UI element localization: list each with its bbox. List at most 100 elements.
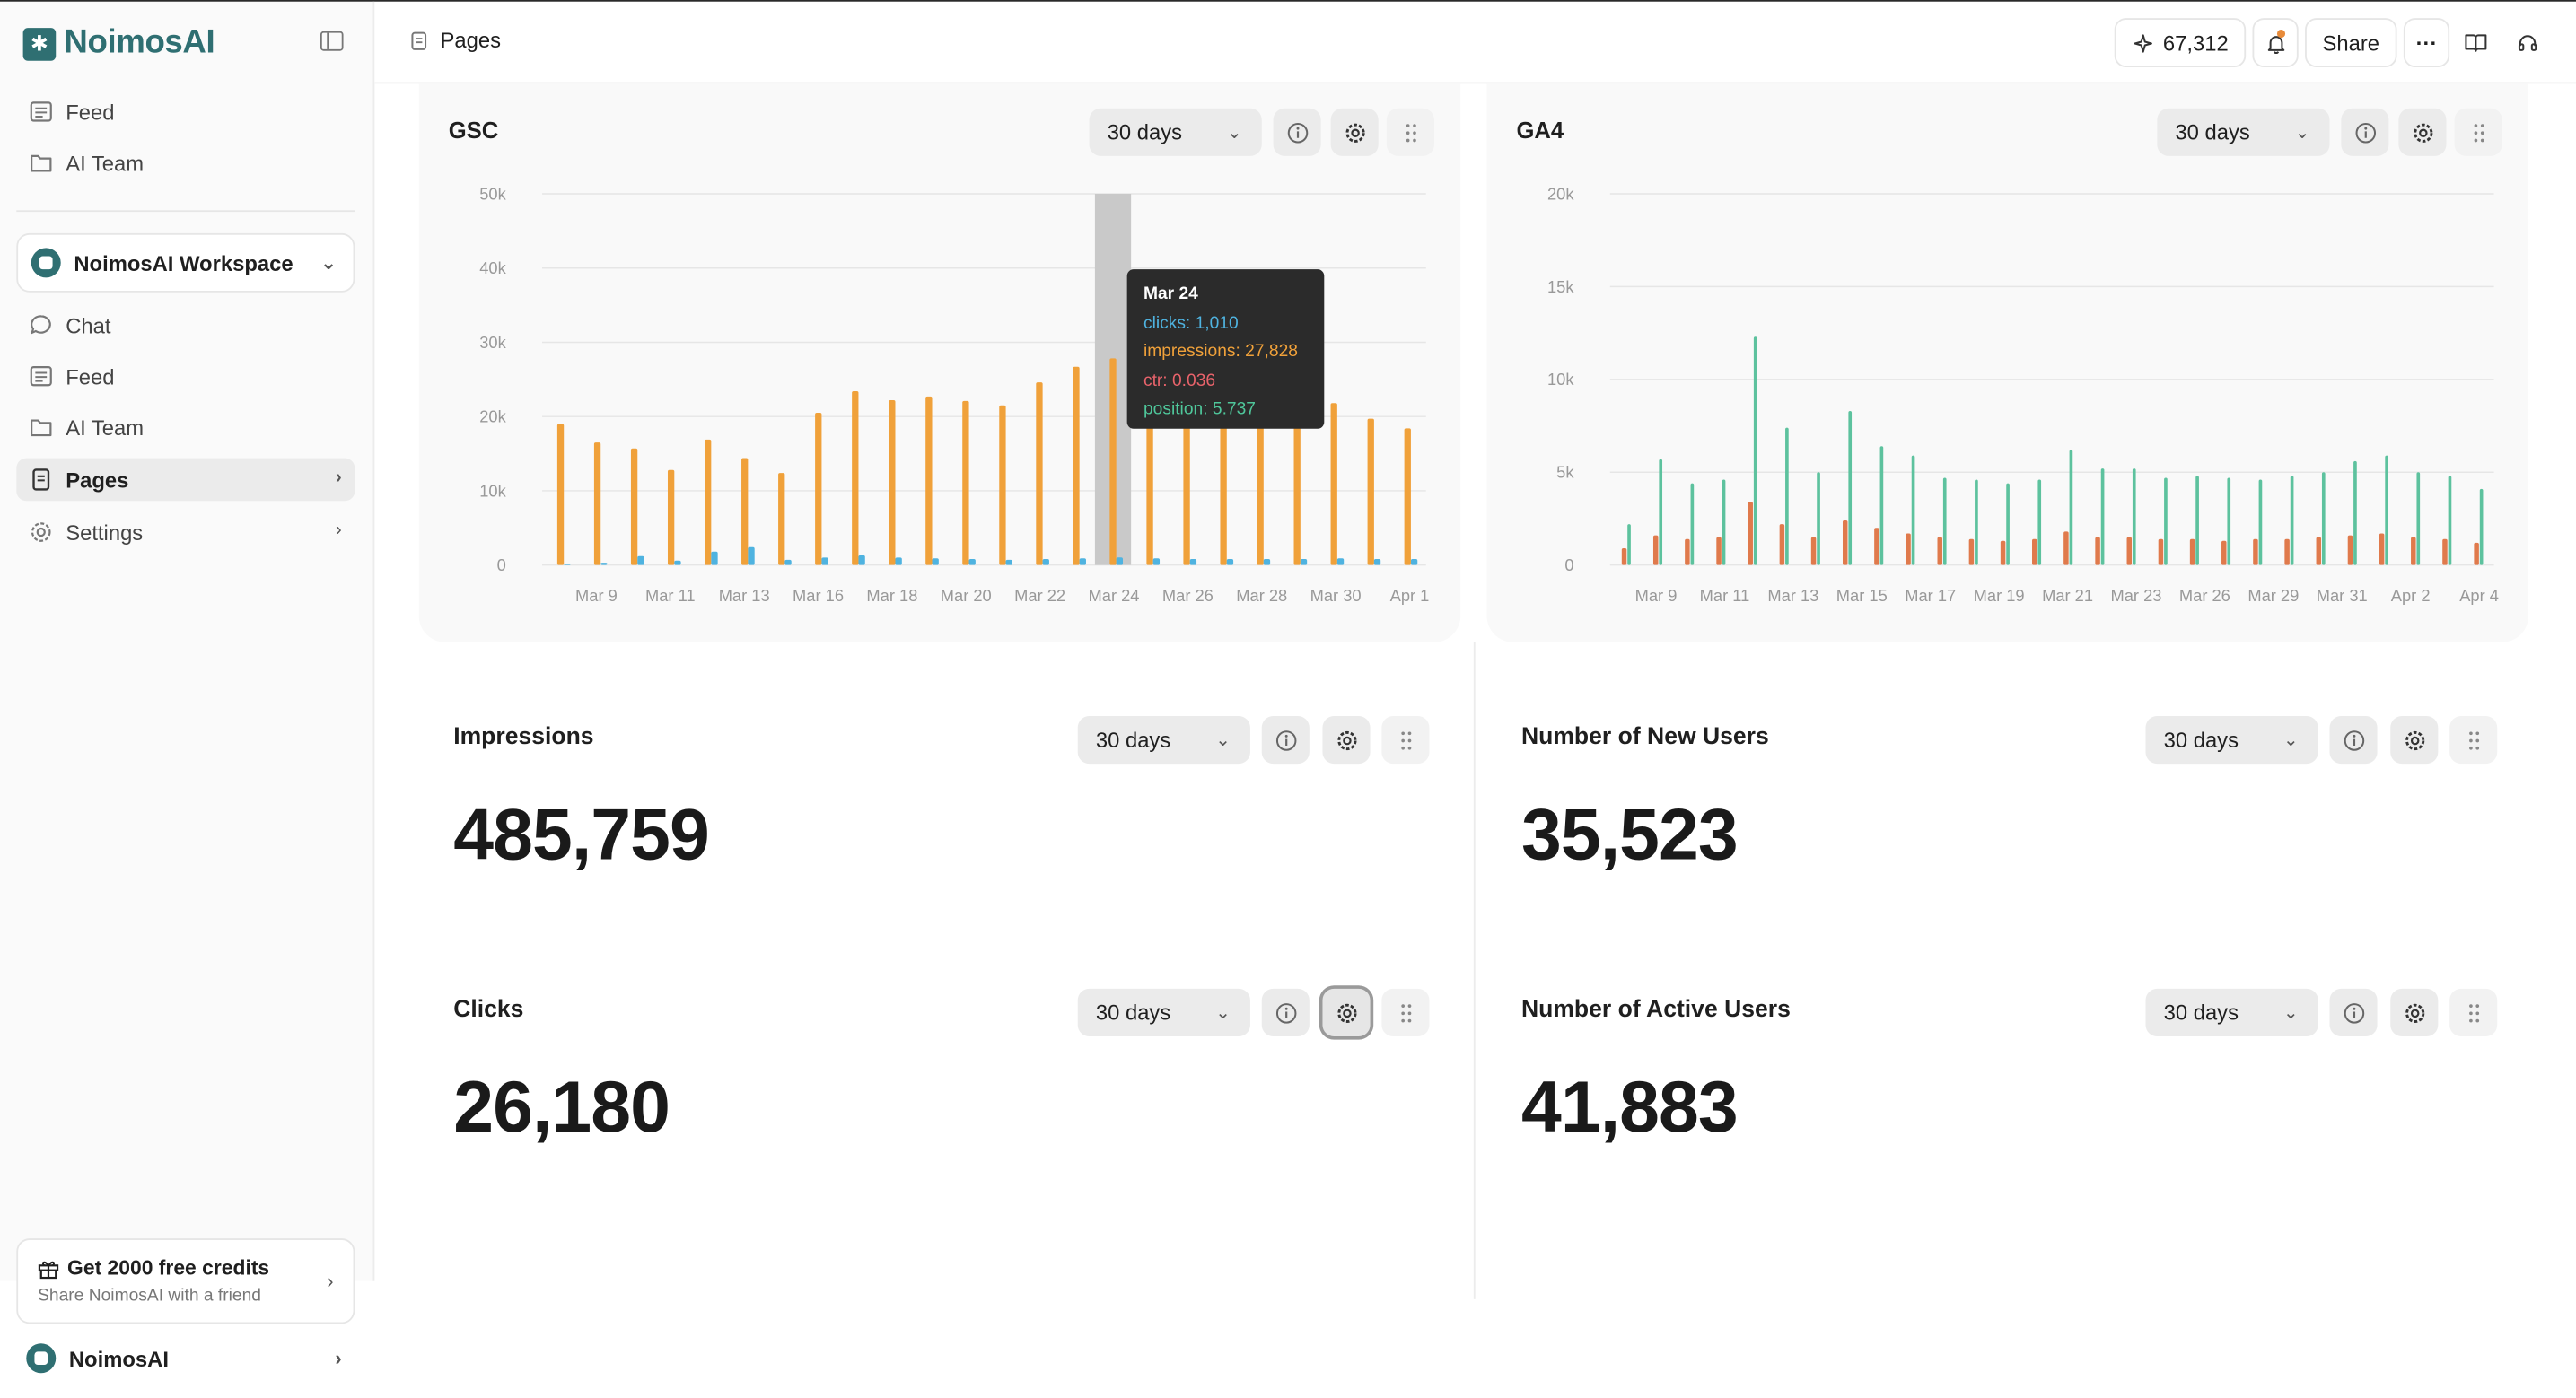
- bar-users: [1817, 472, 1820, 565]
- bar-new-users: [1685, 538, 1690, 565]
- active-users-settings-button[interactable]: [2390, 988, 2439, 1036]
- brand[interactable]: ✱ NoimosAI: [22, 24, 215, 62]
- new-users-settings-button[interactable]: [2390, 716, 2439, 765]
- x-tick-label: Mar 22: [1014, 586, 1065, 605]
- bar-clicks: [784, 559, 792, 565]
- active-users-range-value: 30 days: [2163, 1000, 2239, 1026]
- bar-clicks: [1005, 559, 1012, 565]
- gear-icon: [1345, 122, 1364, 142]
- drag-handle-icon: [2473, 123, 2484, 142]
- impressions-drag-handle[interactable]: [1381, 716, 1430, 765]
- bar-users: [1753, 336, 1757, 565]
- credits-counter-button[interactable]: 67,312: [2114, 18, 2247, 68]
- y-tick-label: 0: [497, 555, 506, 574]
- bar-impressions: [705, 439, 712, 565]
- ga4-range-select[interactable]: 30 days ⌄: [2157, 108, 2330, 156]
- impressions-settings-button[interactable]: [1322, 716, 1371, 765]
- tooltip-date: Mar 24: [1143, 284, 1198, 304]
- x-tick-label: Mar 23: [2111, 586, 2162, 605]
- x-tick-label: Mar 15: [1836, 586, 1888, 605]
- gsc-info-button[interactable]: [1273, 108, 1321, 156]
- workspace-selector[interactable]: NoimosAI Workspace ⌄: [16, 232, 355, 293]
- x-tick-label: Mar 18: [866, 586, 917, 605]
- credits-promo[interactable]: Get 2000 free credits Share NoimosAI wit…: [16, 1238, 355, 1324]
- bar-users: [1848, 410, 1853, 565]
- bar-new-users: [1874, 528, 1879, 565]
- sidebar-item-label: Feed: [66, 363, 115, 389]
- ga4-settings-button[interactable]: [2398, 108, 2447, 156]
- new-users-drag-handle[interactable]: [2449, 716, 2498, 765]
- sparkle-icon: [2133, 33, 2152, 52]
- bar-users: [2195, 476, 2199, 565]
- credits-subtitle: Share NoimosAI with a friend: [38, 1286, 262, 1306]
- sidebar-item-settings[interactable]: Settings ›: [16, 511, 355, 554]
- bar-users: [2164, 477, 2168, 565]
- support-button[interactable]: [2503, 18, 2550, 68]
- tooltip-clicks: clicks: 1,010: [1143, 312, 1239, 333]
- gsc-range-select[interactable]: 30 days ⌄: [1089, 108, 1262, 156]
- clicks-drag-handle[interactable]: [1381, 988, 1430, 1036]
- bar-impressions: [1220, 413, 1227, 565]
- sidebar-item-chat[interactable]: Chat: [16, 304, 355, 347]
- feed-icon: [30, 100, 53, 124]
- bar-impressions: [1036, 382, 1043, 565]
- sidebar-item-pages[interactable]: Pages ›: [16, 458, 355, 502]
- share-button[interactable]: Share: [2305, 18, 2397, 68]
- info-icon: [2343, 730, 2364, 750]
- bar-impressions: [741, 458, 749, 565]
- info-icon: [1286, 122, 1308, 143]
- sidebar-item-ai-team-top[interactable]: AI Team: [16, 141, 355, 184]
- bar-users: [1722, 479, 1726, 565]
- bar-users: [1911, 455, 1915, 565]
- ga4-chart[interactable]: 0 5k 10k 15k 20k Mar 9 Mar 11 Mar 13 Mar 15 Mar 1…: [1511, 166, 2514, 626]
- sidebar: ✱ NoimosAI Feed AI Team NoimosAI Workspa…: [0, 1, 375, 1374]
- gear-icon: [2405, 730, 2424, 750]
- y-tick-label: 5k: [1556, 463, 1574, 482]
- breadcrumb[interactable]: Pages: [409, 28, 501, 53]
- gsc-chart[interactable]: 0 10k 20k 30k 40k 50k Mar 9 Mar 11 Mar 13 Mar 16 M…: [443, 166, 1446, 626]
- pages-icon: [411, 31, 427, 50]
- sidebar-item-feed-top[interactable]: Feed: [16, 91, 355, 134]
- y-tick-label: 20k: [1547, 184, 1574, 203]
- ga4-info-button[interactable]: [2341, 108, 2389, 156]
- clicks-settings-button[interactable]: [1322, 988, 1371, 1036]
- y-tick-label: 10k: [1547, 370, 1574, 389]
- x-tick-label: Mar 20: [941, 586, 992, 605]
- sidebar-item-label: Chat: [66, 312, 111, 338]
- x-tick-label: Mar 19: [1974, 586, 2025, 605]
- x-tick-label: Mar 9: [575, 586, 618, 605]
- info-icon: [1275, 1002, 1296, 1023]
- bar-users: [2258, 479, 2263, 565]
- gsc-settings-button[interactable]: [1330, 108, 1379, 156]
- x-tick-label: Mar 26: [2179, 586, 2230, 605]
- new-users-info-button[interactable]: [2329, 716, 2378, 765]
- docs-button[interactable]: [2452, 18, 2500, 68]
- active-users-info-button[interactable]: [2329, 988, 2378, 1036]
- notifications-button[interactable]: [2252, 18, 2299, 68]
- ga4-drag-handle[interactable]: [2454, 108, 2502, 156]
- bar-clicks: [637, 555, 644, 565]
- bar-new-users: [1906, 533, 1911, 565]
- more-button[interactable]: ···: [2403, 18, 2450, 68]
- bar-impressions: [1257, 416, 1264, 565]
- new-users-range-select[interactable]: 30 days ⌄: [2145, 716, 2318, 765]
- impressions-range-select[interactable]: 30 days ⌄: [1077, 716, 1250, 765]
- bar-clicks: [1189, 559, 1197, 565]
- bar-impressions: [630, 448, 638, 565]
- drag-handle-icon: [2468, 1003, 2479, 1022]
- active-users-range-select[interactable]: 30 days ⌄: [2145, 988, 2318, 1036]
- user-menu[interactable]: NoimosAI ›: [16, 1337, 355, 1380]
- y-tick-label: 20k: [479, 407, 506, 426]
- sidebar-item-feed[interactable]: Feed: [16, 354, 355, 398]
- bar-impressions: [852, 391, 859, 565]
- credits-title: Get 2000 free credits: [67, 1256, 270, 1280]
- bar-new-users: [2221, 540, 2227, 565]
- sidebar-item-ai-team[interactable]: AI Team: [16, 406, 355, 449]
- clicks-info-button[interactable]: [1261, 988, 1310, 1036]
- active-users-drag-handle[interactable]: [2449, 988, 2498, 1036]
- impressions-info-button[interactable]: [1261, 716, 1310, 765]
- gsc-drag-handle[interactable]: [1386, 108, 1434, 156]
- gsc-title: GSC: [448, 116, 499, 144]
- clicks-range-select[interactable]: 30 days ⌄: [1077, 988, 1250, 1036]
- sidebar-toggle-icon[interactable]: [320, 31, 344, 51]
